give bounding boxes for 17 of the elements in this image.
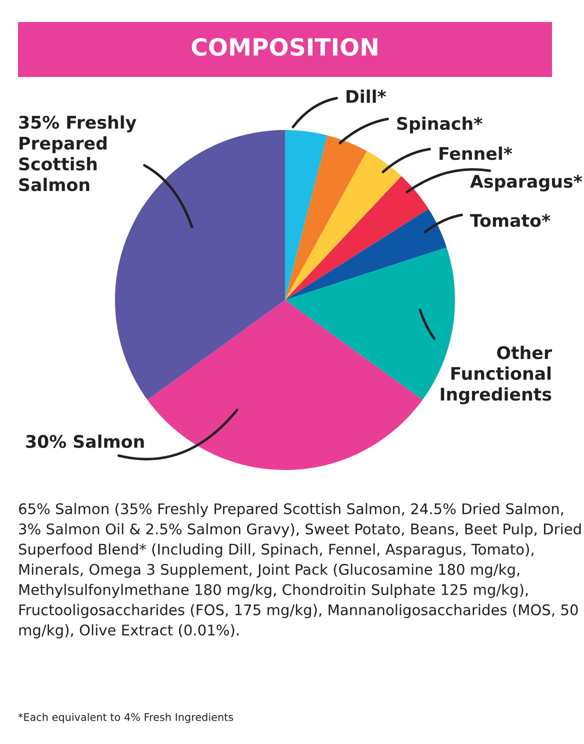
- slice-label: Fennel*: [440, 146, 512, 160]
- slice-label: Dill*: [346, 90, 386, 103]
- pie-slice: [147, 300, 423, 470]
- pie-slice: [285, 135, 367, 300]
- slice-label: Other Functional Ingredients: [440, 346, 552, 404]
- pie-slice: [285, 151, 402, 300]
- text: 65% Salmon (35% Freshly Prepared Scottish Salmon, 24.5% Dried Salmon, 3% Salmon Oil & 2.5% Salmon Gravy), Sweet Potato, Beans, Beet Pulp, Dried Superfood Blend* (Including Dill, Spinach, Fennel, Asparagus, Tomato), Minerals, Omega 3 Supplement, Joint Pack (Glucosamine 180 mg/kg, Methylsulfonylmethane 180 mg/kg, Chondroitin Sulphate 125 mg/kg), Fructooligosaccharides (FOS, 175 mg/kg), Mannanoligosaccharides (MOS, 50 mg/kg), Olive Extract (0.01%).: [18, 503, 581, 638]
- slice-label: 35% Freshly Prepared Scottish Salmon: [19, 115, 136, 192]
- slice-label: 30% Salmon: [26, 434, 144, 448]
- pie-slice: [285, 176, 429, 300]
- chart-title: COMPOSITION: [192, 38, 378, 56]
- pie-slice: [285, 130, 328, 300]
- slice-label: Spinach*: [397, 116, 482, 134]
- text: *Each equivalent to 4% Fresh Ingredients: [18, 712, 234, 724]
- slice-label: Asparagus*: [470, 174, 582, 192]
- slice-label: Tomato*: [470, 214, 550, 228]
- pie-slice: [285, 208, 447, 300]
